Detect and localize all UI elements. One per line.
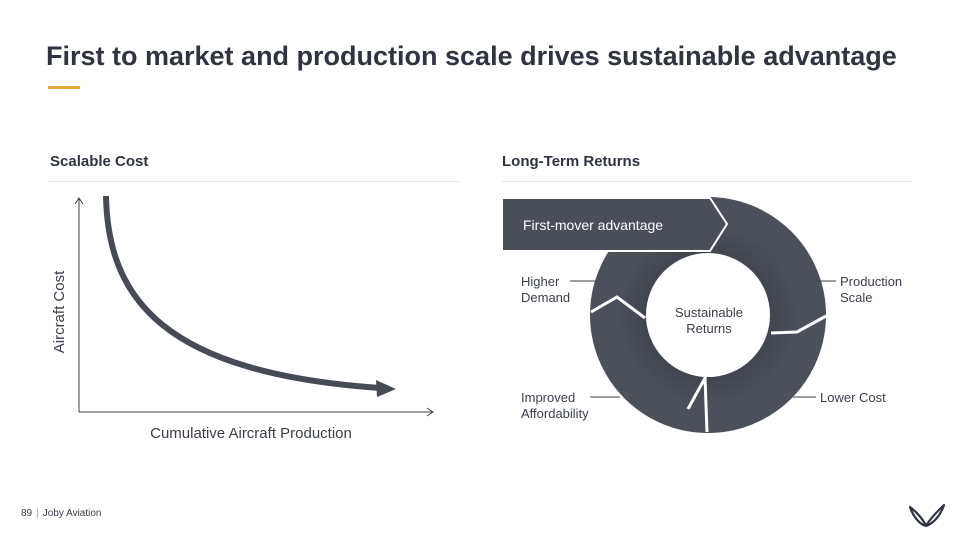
- page-number: 89: [21, 508, 33, 519]
- center-label-line2: Returns: [686, 321, 732, 336]
- production-scale-label-line1: Production: [840, 274, 902, 289]
- joby-logo-icon: [908, 503, 946, 528]
- cost-curve-arrowhead: [376, 380, 396, 397]
- production-scale-label-line2: Scale: [840, 290, 873, 305]
- first-mover-banner: [501, 197, 729, 252]
- title-accent-line: [48, 86, 80, 89]
- center-circle: [647, 255, 769, 377]
- center-label-line1: Sustainable: [675, 305, 743, 320]
- segment-separator-right: [770, 314, 827, 335]
- left-section-divider: [48, 181, 459, 182]
- affordability-label-line2: Affordability: [521, 406, 589, 421]
- affordability-label-line1: Improved: [521, 390, 575, 405]
- returns-cycle-diagram: First-mover advantage Sustainable Return…: [501, 197, 902, 433]
- segment-separator-left: [590, 295, 646, 320]
- right-section-divider: [502, 181, 912, 182]
- company-name: Joby Aviation: [42, 508, 102, 519]
- lower-cost-label: Lower Cost: [820, 390, 886, 405]
- footer-separator: |: [36, 508, 39, 519]
- y-axis-arrowhead: [74, 197, 84, 205]
- scalable-cost-heading: Scalable Cost: [50, 153, 149, 170]
- cost-curve: [103, 195, 381, 391]
- cost-curve-chart: Aircraft Cost Cumulative Aircraft Produc…: [51, 195, 434, 442]
- first-mover-label: First-mover advantage: [523, 217, 663, 233]
- segment-separator-bottom: [686, 372, 709, 433]
- page-title: First to market and production scale dri…: [46, 41, 897, 71]
- x-axis-label: Cumulative Aircraft Production: [150, 425, 352, 442]
- footer: 89 | Joby Aviation: [21, 508, 101, 519]
- y-axis-label: Aircraft Cost: [51, 270, 68, 353]
- x-axis-arrowhead: [426, 407, 434, 417]
- long-term-returns-heading: Long-Term Returns: [502, 153, 641, 170]
- higher-demand-label-line2: Demand: [521, 290, 570, 305]
- higher-demand-label-line1: Higher: [521, 274, 560, 289]
